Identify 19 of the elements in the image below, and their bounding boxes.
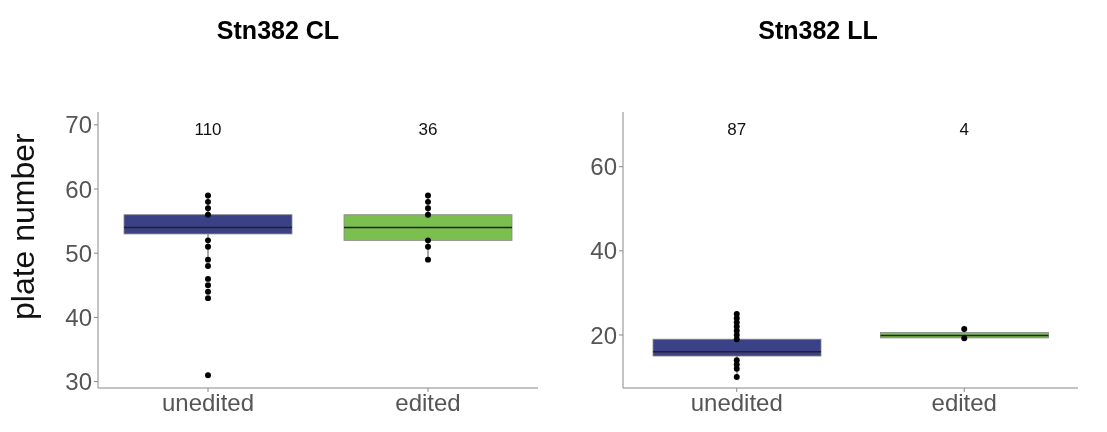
y-tick-label: 40 bbox=[65, 303, 92, 331]
y-tick-label: 60 bbox=[65, 175, 92, 203]
annotation: 36 bbox=[417, 120, 439, 140]
x-tick-label: unedited bbox=[690, 389, 783, 417]
chart-title: Stn382 CL bbox=[215, 15, 341, 46]
annotation: 110 bbox=[193, 120, 223, 140]
y-tick-label: 30 bbox=[65, 368, 92, 396]
x-tick-label: edited bbox=[395, 389, 461, 417]
y-tick-label: 40 bbox=[590, 237, 617, 265]
x-tick-label: edited bbox=[931, 389, 997, 417]
annotation: 87 bbox=[726, 120, 748, 140]
annotation: 4 bbox=[958, 120, 970, 140]
y-tick-label: 20 bbox=[590, 321, 617, 349]
y-tick-label: 70 bbox=[65, 111, 92, 139]
y-axis-title: plate number bbox=[5, 132, 42, 320]
x-tick-label: unedited bbox=[161, 389, 255, 417]
y-tick-label: 50 bbox=[65, 239, 92, 267]
chart-title: Stn382 LL bbox=[757, 15, 879, 46]
y-tick-label: 60 bbox=[590, 153, 617, 181]
